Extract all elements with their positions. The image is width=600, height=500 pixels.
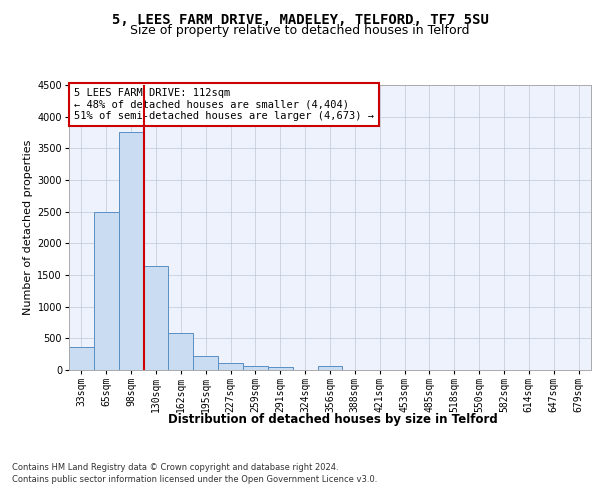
Bar xyxy=(243,366,268,370)
Text: Contains public sector information licensed under the Open Government Licence v3: Contains public sector information licen… xyxy=(12,475,377,484)
Bar xyxy=(317,366,343,370)
Bar xyxy=(69,346,94,370)
Text: Contains HM Land Registry data © Crown copyright and database right 2024.: Contains HM Land Registry data © Crown c… xyxy=(12,462,338,471)
Bar xyxy=(169,332,193,370)
Bar xyxy=(143,266,169,370)
Text: Distribution of detached houses by size in Telford: Distribution of detached houses by size … xyxy=(168,412,498,426)
Y-axis label: Number of detached properties: Number of detached properties xyxy=(23,140,33,315)
Bar xyxy=(119,132,143,370)
Bar xyxy=(193,356,218,370)
Bar xyxy=(268,368,293,370)
Text: 5, LEES FARM DRIVE, MADELEY, TELFORD, TF7 5SU: 5, LEES FARM DRIVE, MADELEY, TELFORD, TF… xyxy=(112,12,488,26)
Bar xyxy=(218,363,243,370)
Bar xyxy=(94,212,119,370)
Text: Size of property relative to detached houses in Telford: Size of property relative to detached ho… xyxy=(130,24,470,37)
Text: 5 LEES FARM DRIVE: 112sqm
← 48% of detached houses are smaller (4,404)
51% of se: 5 LEES FARM DRIVE: 112sqm ← 48% of detac… xyxy=(74,88,374,121)
